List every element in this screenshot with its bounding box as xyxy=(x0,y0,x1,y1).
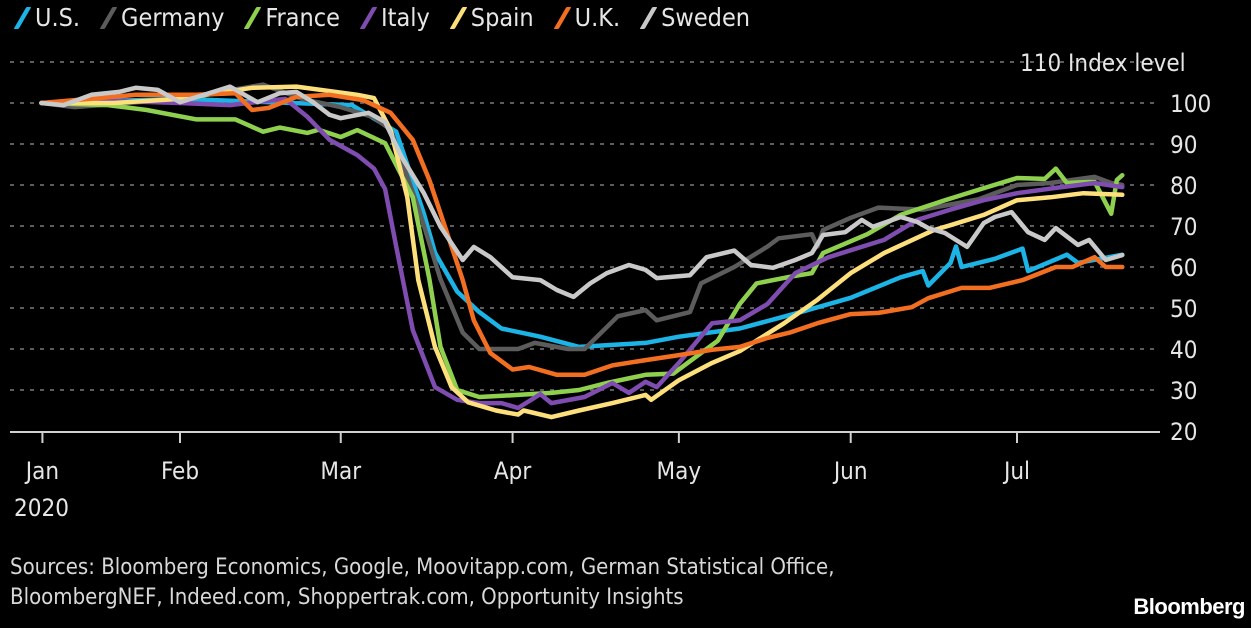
series-line-italy xyxy=(39,96,1125,411)
legend-item: Sweden xyxy=(636,2,750,34)
x-axis: Jan Feb Mar Apr May Jun Jul 2020 xyxy=(10,431,1160,522)
series-line-uk xyxy=(39,90,1125,378)
y-tick-label: 30 xyxy=(1170,377,1197,405)
sources-line-2: BloombergNEF, Indeed.com, Shoppertrak.co… xyxy=(10,585,684,610)
x-tick-label: Feb xyxy=(161,457,199,485)
y-tick-label: 50 xyxy=(1170,295,1197,323)
legend-item: U.S. xyxy=(10,2,80,34)
x-tick-label: Apr xyxy=(494,457,531,485)
legend-item: Italy xyxy=(356,2,430,34)
x-tick-label: Jul xyxy=(1002,457,1030,485)
legend-label: Spain xyxy=(470,3,534,32)
legend-label: Germany xyxy=(121,3,225,32)
sources-note: Sources: Bloomberg Economics, Google, Mo… xyxy=(10,553,834,613)
gridlines xyxy=(10,61,1160,391)
legend-item: France xyxy=(240,2,340,34)
y-tick-label: 20 xyxy=(1170,418,1197,446)
y-tick-label: 40 xyxy=(1170,336,1197,364)
y-tick-label: 90 xyxy=(1170,131,1197,159)
x-year-label: 2020 xyxy=(14,494,69,522)
legend-label: U.K. xyxy=(574,3,621,32)
y-tick-label: 60 xyxy=(1170,254,1197,282)
y-axis: 20 30 40 50 60 70 80 90 100 110 Index level xyxy=(1020,49,1211,446)
legend-item: Germany xyxy=(96,2,224,34)
series-line-sweden xyxy=(39,84,1125,300)
y-tick-label: 110 Index level xyxy=(1020,49,1186,77)
bloomberg-logo: Bloomberg xyxy=(1133,594,1245,619)
x-tick-label: May xyxy=(657,457,702,485)
y-tick-label: 100 xyxy=(1170,90,1211,118)
x-tick-label: Mar xyxy=(320,457,361,485)
series-line-spain xyxy=(39,84,1125,420)
legend: U.S. Germany France Italy Spain U.K. Sweden xyxy=(10,2,766,34)
series-line-germany xyxy=(39,82,1125,352)
x-tick-label: Jun xyxy=(832,457,868,485)
legend-item: Spain xyxy=(446,2,534,34)
series-lines xyxy=(39,82,1125,420)
legend-label: France xyxy=(265,3,340,32)
series-line-france xyxy=(39,100,1125,400)
legend-label: Sweden xyxy=(661,3,751,32)
y-tick-label: 80 xyxy=(1170,172,1197,200)
x-tick-label: Jan xyxy=(24,457,59,485)
sources-line-1: Sources: Bloomberg Economics, Google, Mo… xyxy=(10,555,835,580)
legend-label: Italy xyxy=(381,3,430,32)
y-tick-label: 70 xyxy=(1170,213,1197,241)
series-line-us xyxy=(39,96,1125,350)
legend-label: U.S. xyxy=(35,3,81,32)
legend-item: U.K. xyxy=(550,2,621,34)
